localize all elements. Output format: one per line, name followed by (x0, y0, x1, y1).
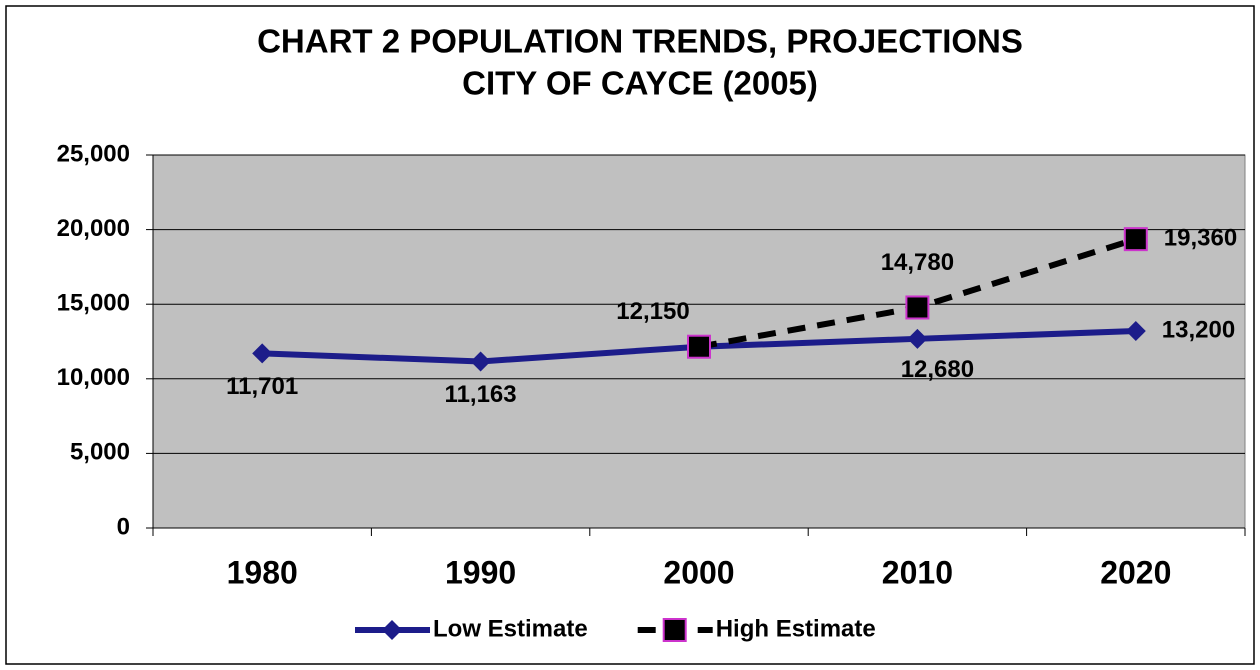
y-tick-label: 20,000 (57, 215, 130, 242)
data-point (687, 334, 711, 359)
y-tick-label: 25,000 (57, 140, 130, 167)
chart-title: CITY OF CAYCE (2005) (462, 65, 818, 102)
y-tick-label: 15,000 (57, 290, 130, 317)
data-point (470, 351, 491, 372)
data-label: 19,360 (1164, 224, 1237, 251)
y-tick-label: 10,000 (57, 364, 130, 391)
data-label: 12,150 (616, 298, 689, 325)
legend-marker (662, 618, 687, 642)
legend-label: Low Estimate (433, 615, 588, 642)
data-label: 14,780 (881, 249, 954, 276)
data-point (1125, 321, 1146, 342)
x-tick-label: 2000 (663, 554, 734, 590)
data-label: 11,163 (445, 381, 517, 408)
data-point (252, 343, 273, 364)
chart-title: CHART 2 POPULATION TRENDS, PROJECTIONS (257, 23, 1023, 60)
data-point (907, 328, 928, 349)
x-tick-label: 2010 (882, 554, 953, 590)
data-label: 12,680 (901, 356, 974, 383)
x-tick-label: 1980 (227, 554, 298, 590)
data-label: 13,200 (1162, 316, 1235, 343)
y-tick-label: 0 (117, 513, 130, 540)
legend-label: High Estimate (716, 615, 876, 642)
x-tick-label: 2020 (1100, 554, 1171, 590)
data-point (905, 295, 930, 320)
data-point (1123, 227, 1148, 252)
data-label: 11,701 (226, 373, 298, 400)
legend-marker (382, 620, 402, 640)
y-tick-label: 5,000 (70, 439, 130, 466)
x-tick-label: 1990 (445, 554, 516, 590)
